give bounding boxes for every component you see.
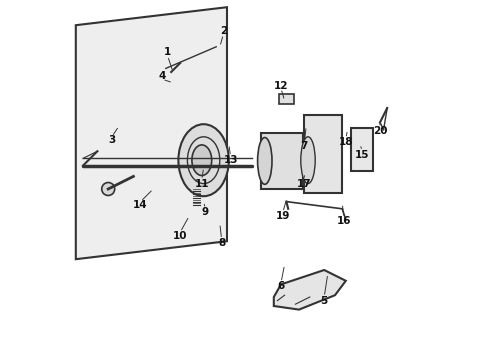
Text: 11: 11	[195, 179, 209, 189]
Text: 1: 1	[164, 47, 171, 57]
Polygon shape	[279, 94, 294, 104]
Text: 12: 12	[274, 81, 288, 91]
Text: 13: 13	[223, 155, 238, 165]
Text: 7: 7	[301, 141, 308, 151]
Ellipse shape	[301, 137, 315, 184]
Text: 17: 17	[297, 179, 312, 189]
Polygon shape	[351, 128, 373, 171]
Text: 2: 2	[220, 26, 227, 36]
Text: 4: 4	[158, 71, 166, 81]
Text: 3: 3	[108, 135, 116, 145]
Circle shape	[102, 183, 115, 195]
FancyBboxPatch shape	[304, 115, 342, 193]
Text: 8: 8	[218, 238, 225, 248]
Ellipse shape	[258, 138, 272, 184]
Ellipse shape	[178, 124, 229, 196]
Polygon shape	[76, 7, 227, 259]
Text: 20: 20	[373, 126, 387, 136]
Text: 9: 9	[202, 207, 209, 217]
Text: 19: 19	[275, 211, 290, 221]
Text: 15: 15	[355, 150, 369, 160]
Text: 18: 18	[339, 137, 353, 147]
Text: 5: 5	[320, 296, 328, 306]
Text: 14: 14	[133, 200, 148, 210]
Text: 10: 10	[173, 231, 188, 241]
Polygon shape	[274, 270, 346, 310]
FancyBboxPatch shape	[261, 133, 303, 189]
Ellipse shape	[192, 145, 212, 176]
Text: 6: 6	[277, 281, 285, 291]
Text: 16: 16	[337, 216, 351, 226]
